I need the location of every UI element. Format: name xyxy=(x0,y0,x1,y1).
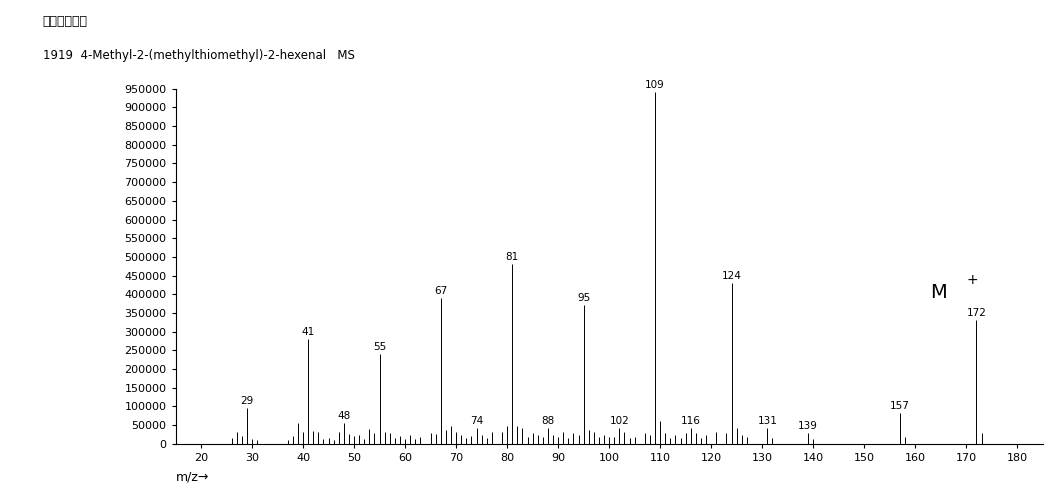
Text: 55: 55 xyxy=(373,342,386,352)
Text: 172: 172 xyxy=(966,308,986,318)
Text: 131: 131 xyxy=(758,416,777,426)
Text: M: M xyxy=(931,282,947,302)
Text: 1919  4-Methyl-2-(methylthiomethyl)-2-hexenal   MS: 1919 4-Methyl-2-(methylthiomethyl)-2-hex… xyxy=(43,49,354,62)
Text: 116: 116 xyxy=(681,416,701,426)
Text: m/z→: m/z→ xyxy=(176,470,209,483)
Text: 102: 102 xyxy=(610,416,629,426)
Text: 67: 67 xyxy=(434,286,448,296)
Text: 48: 48 xyxy=(337,411,350,421)
Text: 139: 139 xyxy=(798,421,818,431)
Text: 95: 95 xyxy=(577,293,591,303)
Text: アバンダンス: アバンダンス xyxy=(43,15,87,28)
Text: 109: 109 xyxy=(645,80,665,90)
Text: 157: 157 xyxy=(890,401,910,411)
Text: 74: 74 xyxy=(470,416,483,426)
Text: 124: 124 xyxy=(721,271,742,281)
Text: +: + xyxy=(966,273,978,287)
Text: 29: 29 xyxy=(240,396,253,406)
Text: 81: 81 xyxy=(505,252,519,262)
Text: 88: 88 xyxy=(542,416,554,426)
Text: 41: 41 xyxy=(301,327,315,337)
